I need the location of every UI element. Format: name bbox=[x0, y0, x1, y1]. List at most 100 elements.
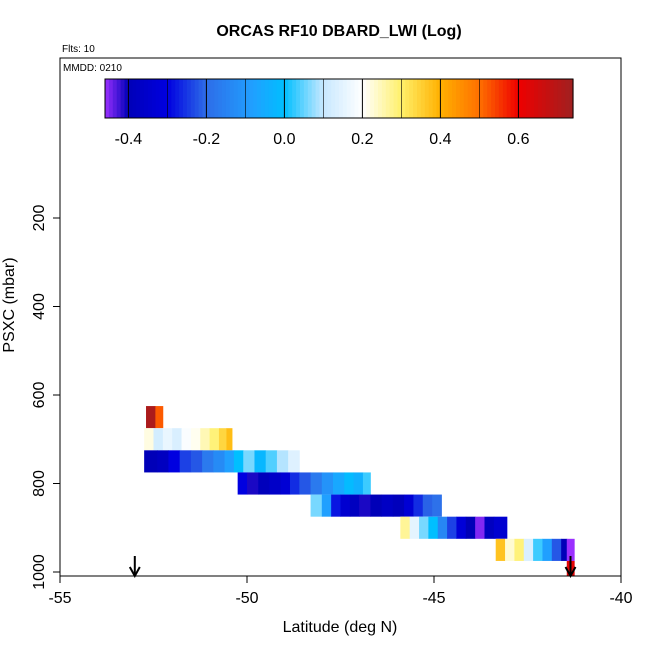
colorbar-segment bbox=[495, 79, 500, 118]
heatmap-cell bbox=[437, 516, 448, 539]
heatmap-cell bbox=[333, 472, 345, 495]
colorbar-segment bbox=[366, 79, 371, 118]
heatmap-cell bbox=[353, 472, 364, 495]
colorbar: -0.4 -0.2 0.0 0.2 0.4 0.6 bbox=[104, 78, 574, 148]
heatmap-cell bbox=[247, 472, 259, 495]
colorbar-segment bbox=[186, 79, 192, 118]
colorbar-segment bbox=[147, 79, 153, 118]
colorbar-segment bbox=[475, 79, 480, 118]
colorbar-frame bbox=[104, 78, 574, 119]
colorbar-segment bbox=[339, 79, 344, 118]
heatmap-cell bbox=[280, 472, 291, 495]
heatmap-cell bbox=[409, 516, 420, 539]
heatmap-cell bbox=[290, 472, 300, 495]
colorbar-segment bbox=[370, 79, 375, 118]
colorbar-segment bbox=[272, 79, 278, 118]
colorbar-segment bbox=[280, 79, 285, 118]
heatmap-cell bbox=[419, 516, 429, 539]
x-tick-label: -55 bbox=[48, 590, 71, 607]
heatmap-cell bbox=[146, 406, 156, 429]
y-axis: 200 400 600 800 1000 bbox=[31, 205, 61, 590]
y-tick-label: 600 bbox=[31, 382, 48, 409]
flights-note: Flts: 10 bbox=[62, 44, 95, 55]
colorbar-segment bbox=[105, 79, 110, 118]
colorbar-segment bbox=[354, 79, 360, 118]
colorbar-segment bbox=[350, 79, 356, 118]
colorbar-segment bbox=[409, 79, 414, 118]
colorbar-segment bbox=[292, 79, 297, 118]
colorbar-segment bbox=[405, 79, 410, 118]
heatmap-cell bbox=[561, 538, 568, 561]
colorbar-segment bbox=[183, 79, 188, 118]
colorbar-segment bbox=[452, 79, 457, 118]
heatmap-cell bbox=[202, 450, 214, 473]
colorbar-segment bbox=[342, 79, 348, 118]
colorbar-segment bbox=[190, 79, 196, 118]
colorbar-segment bbox=[522, 79, 527, 118]
heatmap-cell bbox=[321, 494, 332, 517]
colorbar-segment bbox=[303, 79, 309, 118]
heatmap-cell bbox=[523, 538, 534, 561]
heatmap-cell bbox=[155, 406, 164, 429]
heatmap-cell bbox=[153, 428, 164, 451]
heatmap-cell bbox=[254, 450, 267, 473]
heatmap-cell bbox=[179, 450, 192, 473]
colorbar-segment bbox=[569, 79, 574, 118]
colorbar-segment bbox=[331, 79, 336, 118]
y-tick-label: 800 bbox=[31, 470, 48, 497]
heatmap-cell bbox=[542, 538, 553, 561]
heatmap-cell bbox=[514, 538, 525, 561]
colorbar-segment bbox=[537, 79, 543, 118]
colorbar-segment bbox=[530, 79, 535, 118]
colorbar-segment bbox=[561, 79, 566, 118]
colorbar-segment bbox=[128, 79, 133, 118]
marker-arrow bbox=[128, 556, 141, 579]
heatmap-cell bbox=[224, 450, 235, 473]
colorbar-segment bbox=[276, 79, 282, 118]
x-axis-label: Latitude (deg N) bbox=[283, 619, 398, 636]
colorbar-segment bbox=[335, 79, 340, 118]
colorbar-tick-label: -0.2 bbox=[193, 131, 221, 148]
colorbar-segment bbox=[198, 79, 204, 118]
colorbar-tick-label: 0.6 bbox=[507, 131, 529, 148]
heatmap-cell bbox=[218, 428, 227, 451]
heatmap-cell bbox=[551, 538, 562, 561]
heatmap-cell bbox=[288, 450, 300, 473]
heatmap-cell bbox=[237, 472, 248, 495]
colorbar-segment bbox=[518, 79, 523, 118]
heatmap-cell bbox=[276, 450, 289, 473]
heatmap-cell bbox=[190, 450, 203, 473]
colorbar-segment bbox=[155, 79, 161, 118]
colorbar-segment bbox=[432, 79, 438, 118]
colorbar-segment bbox=[296, 79, 301, 118]
heatmap-cells bbox=[144, 406, 575, 576]
colorbar-segment bbox=[171, 79, 176, 118]
colorbar-tick-label: 0.2 bbox=[351, 131, 373, 148]
colorbar-segment bbox=[553, 79, 558, 118]
colorbar-segment bbox=[132, 79, 137, 118]
x-axis: -55 -50 -45 -40 bbox=[48, 575, 633, 607]
heatmap-cell bbox=[340, 494, 351, 517]
heatmap-cell bbox=[381, 494, 394, 517]
heatmap-cell bbox=[465, 516, 476, 539]
colorbar-segment bbox=[300, 79, 305, 118]
colorbar-segment bbox=[498, 79, 504, 118]
heatmap-cell bbox=[209, 428, 220, 451]
colorbar-segment bbox=[140, 79, 145, 118]
heatmap-cell bbox=[349, 494, 360, 517]
colorbar-segment bbox=[268, 79, 274, 118]
colorbar-segment bbox=[319, 79, 324, 118]
colorbar-segment bbox=[378, 79, 383, 118]
colorbar-segment bbox=[202, 79, 207, 118]
colorbar-segment bbox=[163, 79, 168, 118]
heatmap-cell bbox=[484, 516, 495, 539]
colorbar-segment bbox=[241, 79, 246, 118]
colorbar-segment bbox=[249, 79, 254, 118]
y-tick-label: 1000 bbox=[31, 554, 48, 590]
colorbar-segment bbox=[358, 79, 363, 118]
heatmap-cell bbox=[404, 494, 414, 517]
colorbar-segment bbox=[397, 79, 402, 118]
heatmap-cell bbox=[495, 538, 506, 561]
colorbar-segment bbox=[467, 79, 473, 118]
